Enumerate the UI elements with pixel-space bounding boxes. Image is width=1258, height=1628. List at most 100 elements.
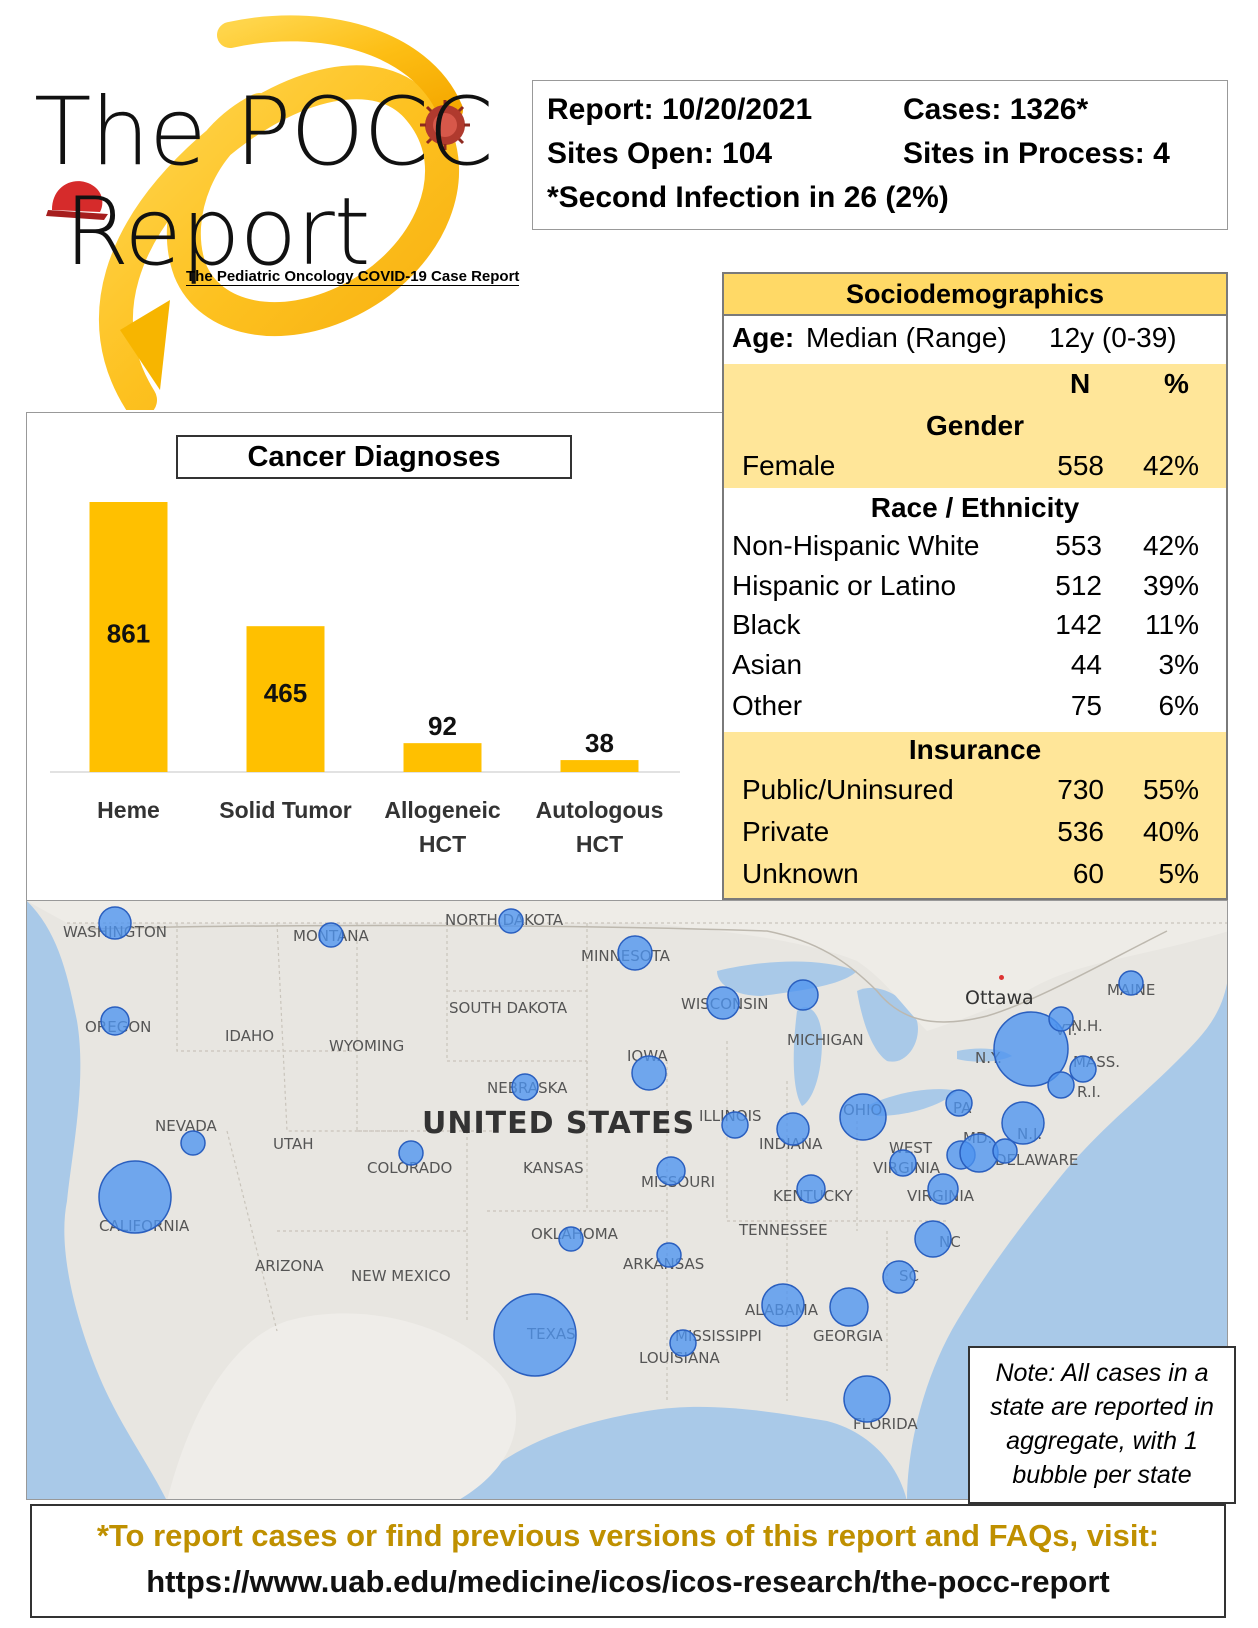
state-case-bubble[interactable] [1118, 970, 1144, 996]
insurance-band [724, 732, 1226, 898]
state-case-bubble[interactable] [318, 922, 344, 948]
race-row-pct: 39% [1142, 570, 1199, 601]
insurance-title: Insurance [908, 734, 1042, 765]
age-label: Age: [732, 322, 795, 353]
state-case-bubble[interactable] [914, 1220, 952, 1258]
state-label: KANSAS [523, 1159, 584, 1177]
state-case-bubble[interactable] [656, 1156, 686, 1186]
state-label: SOUTH DAKOTA [449, 999, 568, 1017]
state-case-bubble[interactable] [882, 1260, 916, 1294]
state-case-bubble[interactable] [98, 906, 132, 940]
bar-autologous-hct [560, 760, 639, 772]
gender-band [724, 364, 1226, 488]
state-case-bubble[interactable] [1069, 1055, 1097, 1083]
logo-ribbon [46, 15, 470, 410]
race-title: Race / Ethnicity [870, 492, 1080, 523]
logo-report: Report [64, 178, 371, 287]
state-case-bubble[interactable] [180, 1130, 206, 1156]
gender-row-label: Female [742, 450, 836, 481]
state-case-bubble[interactable] [617, 935, 653, 971]
state-case-bubble[interactable] [787, 979, 819, 1011]
state-label: N.H. [1071, 1017, 1103, 1035]
race-row-label: Non-Hispanic White [732, 530, 980, 561]
socio-title: Sociodemographics [724, 274, 1226, 316]
state-case-bubble[interactable] [927, 1173, 959, 1205]
state-case-bubble[interactable] [721, 1111, 749, 1139]
bar-value-label: 861 [107, 618, 150, 648]
state-case-bubble[interactable] [945, 1089, 973, 1117]
insurance-row-label: Unknown [742, 858, 859, 889]
state-case-bubble[interactable] [843, 1375, 891, 1423]
bar-heme [89, 502, 168, 772]
category-label: Heme [97, 797, 160, 823]
state-case-bubble[interactable] [498, 908, 524, 934]
sociodemographics-table: Sociodemographics Age: Median (Range) 12… [722, 272, 1228, 900]
bar-value-label: 38 [585, 728, 614, 758]
gender-row-n: 558 [1057, 450, 1104, 481]
state-case-bubble[interactable] [656, 1242, 682, 1268]
cases-count: Cases: 1326* [903, 93, 1089, 126]
state-label: MISSISSIPPI [675, 1327, 762, 1345]
state-label: GEORGIA [813, 1327, 883, 1345]
race-row-n: 142 [1055, 609, 1102, 640]
insurance-row-n: 60 [1072, 858, 1104, 889]
cap-icon [46, 181, 108, 220]
state-case-bubble[interactable] [761, 1283, 805, 1327]
gender-title: Gender [925, 410, 1025, 441]
cancer-diagnoses-chart: 861 Heme 465 Solid Tumor 92 Allogeneic HCT 38 Au… [50, 502, 680, 857]
state-case-bubble[interactable] [493, 1293, 577, 1377]
state-case-bubble[interactable] [1048, 1006, 1074, 1032]
case-bubbles [98, 906, 1144, 1423]
age-value: 12y (0-39) [1049, 322, 1177, 353]
state-label: IDAHO [225, 1027, 275, 1045]
footer-url-link[interactable]: https://www.uab.edu/medicine/icos/icos-r… [146, 1564, 1110, 1599]
capital-marker [999, 975, 1004, 980]
state-label: MICHIGAN [787, 1031, 864, 1049]
state-case-bubble[interactable] [992, 1138, 1018, 1164]
sites-open: Sites Open: 104 [547, 137, 773, 170]
state-label: NEVADA [155, 1117, 217, 1135]
logo-title: The POCC [34, 78, 494, 187]
second-infection: *Second Infection in 26 (2%) [547, 181, 949, 214]
state-case-bubble[interactable] [839, 1093, 887, 1141]
category-label: Solid Tumor [219, 797, 352, 823]
report-date: Report: 10/20/2021 [547, 93, 813, 126]
state-case-bubble[interactable] [1001, 1101, 1045, 1145]
state-case-bubble[interactable] [993, 1011, 1069, 1087]
race-row-pct: 42% [1142, 530, 1199, 561]
state-case-bubble[interactable] [776, 1112, 810, 1146]
state-case-bubble[interactable] [1047, 1071, 1075, 1099]
race-row-label: Hispanic or Latino [732, 570, 957, 601]
col-n-header: N [1070, 368, 1091, 399]
chart-title: Cancer Diagnoses [176, 435, 572, 479]
state-case-bubble[interactable] [959, 1133, 999, 1173]
state-case-bubble[interactable] [100, 1006, 130, 1036]
state-case-bubble[interactable] [398, 1140, 424, 1166]
insurance-row-pct: 55% [1142, 774, 1199, 805]
insurance-row-n: 730 [1057, 774, 1104, 805]
race-row-pct: 6% [1158, 690, 1199, 721]
state-case-bubble[interactable] [796, 1174, 826, 1204]
state-case-bubble[interactable] [669, 1329, 697, 1357]
bar-value-label: 465 [264, 678, 307, 708]
virus-icon [420, 100, 470, 150]
state-case-bubble[interactable] [558, 1226, 584, 1252]
map-city-label: Ottawa [965, 987, 1034, 1009]
race-row-n: 44 [1070, 649, 1102, 680]
race-row-pct: 11% [1145, 609, 1199, 640]
state-case-bubble[interactable] [511, 1073, 539, 1101]
state-label: COLORADO [367, 1159, 453, 1177]
race-row-label: Asian [732, 649, 803, 680]
race-row-label: Black [732, 609, 801, 640]
insurance-row-pct: 40% [1142, 816, 1199, 847]
state-case-bubble[interactable] [631, 1055, 667, 1091]
race-row-n: 75 [1070, 690, 1102, 721]
report-summary-box: Report: 10/20/2021 Cases: 1326* Sites Op… [532, 80, 1228, 230]
state-case-bubble[interactable] [829, 1287, 869, 1327]
state-case-bubble[interactable] [98, 1160, 172, 1234]
state-label: TENNESSEE [739, 1221, 828, 1239]
state-case-bubble[interactable] [706, 986, 740, 1020]
category-label: Allogeneic [384, 797, 501, 823]
state-case-bubble[interactable] [889, 1149, 917, 1177]
race-row-label: Other [732, 690, 803, 721]
